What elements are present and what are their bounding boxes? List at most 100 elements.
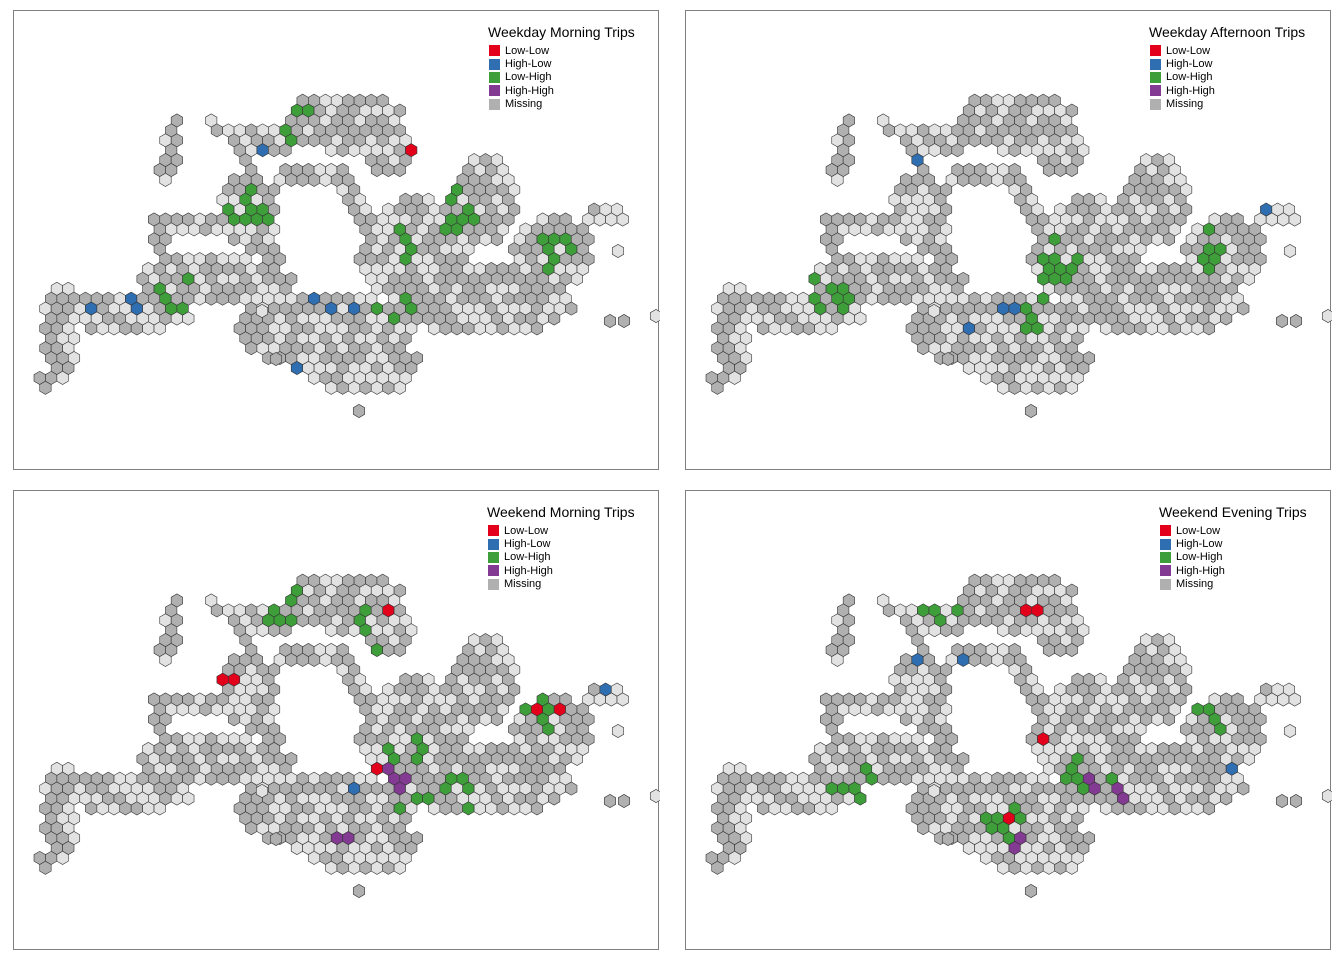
legend-swatch: [487, 577, 500, 591]
hex-missing: [1265, 692, 1278, 707]
hex-missing: [1277, 212, 1290, 227]
hex-missing: [871, 702, 884, 717]
legend: Weekend Evening Trips Low-Low High-Low L…: [1159, 504, 1307, 591]
legend-item-high-high: High-High: [1149, 84, 1305, 98]
hex-missing: [336, 623, 349, 638]
hexbin-map: [33, 93, 660, 418]
hex-missing: [188, 702, 201, 717]
hex-missing: [519, 801, 532, 816]
legend-item-low-low: Low-Low: [1149, 44, 1305, 58]
hex-missing: [1020, 143, 1033, 158]
hex-missing: [917, 341, 930, 356]
hex-missing: [877, 291, 890, 306]
hex-missing: [370, 163, 383, 177]
hex-missing: [279, 623, 292, 638]
legend-label: High-Low: [505, 58, 552, 71]
legend-swatch: [488, 44, 501, 58]
hex-missing: [205, 291, 218, 306]
hex-missing: [565, 781, 578, 796]
hex-missing: [997, 623, 1010, 638]
hex-missing: [296, 133, 309, 148]
hex-missing: [593, 212, 606, 227]
hex-missing: [473, 321, 486, 336]
hex-missing: [119, 321, 132, 336]
legend-item-missing: Missing: [1149, 97, 1305, 111]
hex-missing: [831, 172, 844, 187]
hex-missing: [205, 771, 218, 786]
hex-missing: [917, 821, 930, 836]
hex-missing: [997, 860, 1010, 875]
hex-missing: [1157, 321, 1170, 336]
legend-item-high-low: High-Low: [1159, 537, 1307, 551]
hex-missing: [170, 311, 183, 326]
legend-item-low-high: Low-High: [1159, 550, 1307, 564]
hex-missing: [490, 712, 503, 727]
hex-missing: [393, 380, 406, 395]
legend-label: Low-High: [1166, 71, 1213, 84]
hex-missing: [1122, 801, 1135, 816]
hex-missing: [882, 702, 895, 717]
legend-label: Low-High: [505, 71, 552, 84]
hex-missing: [848, 222, 861, 237]
hex-missing: [940, 623, 953, 638]
legend-title: Weekday Afternoon Trips: [1149, 24, 1306, 40]
hex-missing: [142, 321, 155, 336]
hex-missing: [882, 603, 895, 618]
hex-missing: [85, 801, 98, 816]
legend-swatch: [488, 84, 501, 98]
hex-missing: [508, 321, 521, 336]
hex-missing: [1220, 311, 1233, 326]
hex-missing: [802, 801, 815, 816]
hex-missing: [888, 291, 901, 306]
hex-missing: [245, 821, 258, 836]
hex-missing: [991, 652, 1004, 667]
hex-missing: [1020, 380, 1033, 395]
legend-swatch: [487, 550, 500, 564]
hex-missing: [888, 771, 901, 786]
legend-swatch: [1159, 577, 1172, 591]
legend-item-high-high: High-High: [487, 564, 635, 578]
hex-missing: [1008, 860, 1021, 875]
hex-missing: [1042, 860, 1055, 875]
hex-missing: [1054, 860, 1067, 875]
legend-item-low-high: Low-High: [487, 550, 635, 564]
hex-missing: [1162, 232, 1175, 247]
hex-missing: [1145, 321, 1158, 336]
hex-missing: [941, 352, 955, 366]
legend-label: High-High: [504, 564, 553, 577]
hex-missing: [1162, 712, 1175, 727]
hex-missing: [900, 712, 913, 727]
legend-label: High-High: [1176, 564, 1225, 577]
hex-missing: [193, 291, 206, 306]
hex-missing: [980, 850, 993, 865]
hex-missing: [255, 784, 269, 798]
hex-missing: [352, 884, 366, 898]
hex-missing: [802, 321, 815, 336]
hex-missing: [199, 702, 212, 717]
hex-missing: [877, 771, 890, 786]
hex-missing: [485, 801, 498, 816]
legend: Weekday Afternoon Trips Low-Low High-Low…: [1149, 24, 1305, 111]
hex-missing: [176, 702, 189, 717]
hex-missing: [308, 613, 321, 628]
hex-missing: [1042, 163, 1055, 177]
hex-missing: [617, 794, 631, 808]
legend-item-high-low: High-Low: [488, 57, 635, 71]
legend-swatch: [487, 524, 500, 538]
hex-missing: [108, 321, 121, 336]
hex-missing: [159, 652, 172, 667]
hex-missing: [382, 860, 395, 875]
hex-missing: [450, 801, 463, 816]
hex-missing: [842, 311, 855, 326]
hex-missing: [1054, 380, 1067, 395]
legend-item-high-low: High-Low: [1149, 57, 1305, 71]
hex-missing: [1031, 860, 1044, 875]
hex-missing: [382, 163, 395, 177]
hex-missing: [1134, 801, 1147, 816]
hex-missing: [831, 652, 844, 667]
hex-missing: [130, 321, 143, 336]
legend-item-low-high: Low-High: [488, 70, 635, 84]
hex-missing: [882, 123, 895, 138]
legend-item-low-low: Low-Low: [488, 44, 635, 58]
hex-missing: [1020, 860, 1033, 875]
